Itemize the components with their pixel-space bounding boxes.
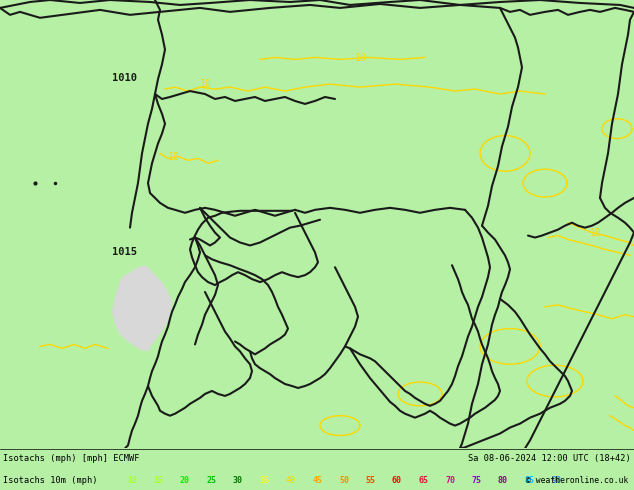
Text: 65: 65 [418,476,429,485]
Text: 10: 10 [355,53,366,63]
Text: 1010: 1010 [112,73,137,83]
Text: 10: 10 [168,152,180,162]
Text: 60: 60 [392,476,402,485]
Text: 10: 10 [590,227,602,238]
Text: 90: 90 [551,476,561,485]
Text: 10: 10 [200,79,212,89]
Text: 35: 35 [259,476,269,485]
Text: 40: 40 [286,476,296,485]
Polygon shape [112,265,172,351]
Text: Sa 08-06-2024 12:00 UTC (18+42): Sa 08-06-2024 12:00 UTC (18+42) [469,454,631,463]
Text: 1015: 1015 [112,247,137,257]
Text: 15: 15 [153,476,164,485]
Text: 45: 45 [313,476,323,485]
Text: 55: 55 [365,476,375,485]
Text: 85: 85 [524,476,534,485]
Text: 80: 80 [498,476,508,485]
Text: 10: 10 [127,476,137,485]
Text: Isotachs (mph) [mph] ECMWF: Isotachs (mph) [mph] ECMWF [3,454,139,463]
Text: Isotachs 10m (mph): Isotachs 10m (mph) [3,476,98,485]
Text: 70: 70 [445,476,455,485]
Text: 30: 30 [233,476,243,485]
Text: 50: 50 [339,476,349,485]
Text: 75: 75 [472,476,481,485]
Text: 25: 25 [207,476,216,485]
Text: 20: 20 [180,476,190,485]
Text: © weatheronline.co.uk: © weatheronline.co.uk [526,476,628,485]
